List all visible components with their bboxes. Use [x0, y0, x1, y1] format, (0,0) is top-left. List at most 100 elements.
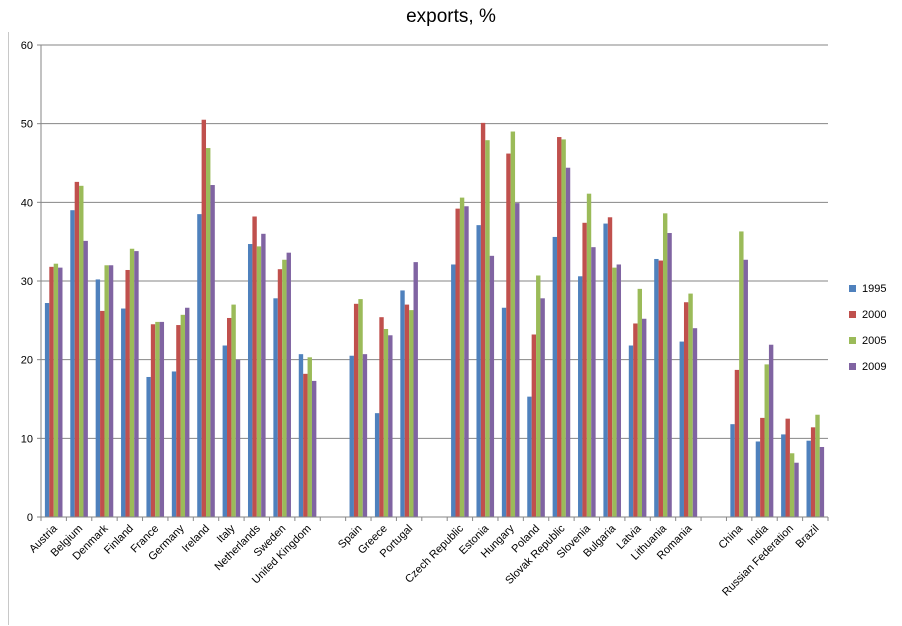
bar-1995: [730, 424, 735, 517]
bar-1995: [171, 371, 177, 517]
bar-2009: [362, 354, 368, 517]
bar-2005: [206, 148, 211, 517]
bar-1995: [146, 376, 151, 517]
bar-2005: [536, 275, 541, 517]
bar-2005: [815, 414, 820, 517]
bar-2005: [764, 364, 769, 517]
bar-1995: [121, 308, 126, 517]
bar-2005: [180, 314, 186, 517]
bar-2005: [637, 288, 642, 517]
bar-2000: [633, 323, 638, 517]
bar-2000: [277, 269, 283, 517]
bar-2005: [383, 328, 389, 517]
bar-2000: [150, 324, 156, 517]
legend-label: 2000: [862, 309, 886, 321]
x-category-label: Brazil: [793, 523, 821, 551]
bar-2009: [794, 462, 799, 517]
bar-2009: [692, 328, 698, 517]
bar-1995: [273, 298, 278, 517]
bar-2005: [459, 197, 465, 517]
bar-2000: [176, 325, 181, 517]
bar-2005: [586, 193, 592, 517]
y-tick-label: 0: [27, 512, 33, 524]
legend-swatch: [849, 311, 856, 318]
bar-2000: [734, 369, 740, 517]
bar-1995: [349, 355, 354, 517]
bar-2005: [104, 265, 109, 517]
bar-1995: [527, 396, 532, 517]
bar-2000: [785, 418, 790, 517]
bar-2005: [79, 185, 84, 517]
bar-2000: [125, 269, 130, 517]
bar-2005: [739, 231, 744, 517]
bar-2009: [489, 255, 495, 517]
bar-1995: [806, 440, 811, 517]
bar-2000: [582, 222, 587, 517]
bar-2005: [409, 310, 414, 517]
bar-1995: [451, 264, 456, 517]
bar-1995: [603, 223, 608, 517]
bar-2005: [282, 259, 287, 517]
bar-2009: [743, 259, 748, 517]
bar-2009: [819, 446, 825, 517]
bar-2009: [159, 321, 165, 517]
bar-2005: [612, 267, 617, 517]
chart-title: exports, %: [406, 6, 496, 27]
x-category-label: China: [716, 522, 745, 551]
bar-2005: [53, 263, 59, 517]
bar-2000: [404, 304, 410, 517]
bar-2000: [379, 317, 384, 517]
bar-2005: [510, 131, 516, 518]
bar-2005: [155, 321, 160, 517]
legend-label: 2009: [862, 361, 886, 373]
y-axis-ticks: 0 10 20 30 40 50 60: [21, 40, 41, 524]
bar-2009: [768, 344, 774, 517]
bar-2000: [74, 181, 80, 517]
y-tick-label: 50: [21, 119, 33, 131]
legend[interactable]: 1995 2000 2005 2009: [849, 283, 886, 373]
bar-2009: [388, 335, 393, 517]
bar-2000: [531, 334, 537, 517]
bar-1995: [222, 345, 228, 517]
bar-1995: [679, 341, 684, 517]
bar-2005: [231, 304, 236, 517]
bar-2000: [760, 417, 765, 517]
bar-1995: [501, 307, 507, 517]
bar-2005: [789, 453, 795, 517]
bar-2000: [455, 208, 460, 518]
bar-1995: [654, 258, 659, 517]
bar-2000: [201, 119, 207, 517]
bar-2000: [683, 302, 689, 517]
bar-2009: [591, 247, 596, 517]
bar-2000: [49, 266, 54, 517]
legend-label: 2005: [862, 335, 886, 347]
y-tick-label: 60: [21, 40, 33, 52]
bar-1995: [374, 413, 380, 517]
bar-2005: [358, 299, 363, 517]
bar-2009: [261, 233, 266, 518]
bar-2005: [129, 248, 135, 517]
bar-2000: [303, 373, 308, 517]
y-tick-label: 30: [21, 276, 33, 288]
x-axis-labels: AustriaBelgiumDenmarkFinlandFranceGerman…: [27, 522, 821, 599]
y-tick-label: 40: [21, 197, 33, 209]
bar-2009: [641, 318, 647, 517]
bar-2009: [515, 203, 520, 517]
bar-2000: [252, 216, 257, 517]
bar-2009: [83, 240, 88, 517]
legend-swatch: [849, 285, 856, 292]
bar-2009: [311, 380, 317, 517]
legend-swatch: [849, 363, 856, 370]
bar-2000: [100, 310, 105, 517]
bar-2009: [413, 262, 418, 517]
bar-2005: [561, 139, 566, 517]
bar-1995: [247, 244, 253, 517]
bar-2009: [286, 252, 291, 517]
bar-2009: [616, 264, 622, 517]
bar-2009: [565, 167, 571, 517]
legend-swatch: [849, 337, 856, 344]
bar-2000: [227, 317, 232, 517]
bar-2009: [185, 307, 190, 517]
x-category-label: Ireland: [180, 523, 212, 555]
